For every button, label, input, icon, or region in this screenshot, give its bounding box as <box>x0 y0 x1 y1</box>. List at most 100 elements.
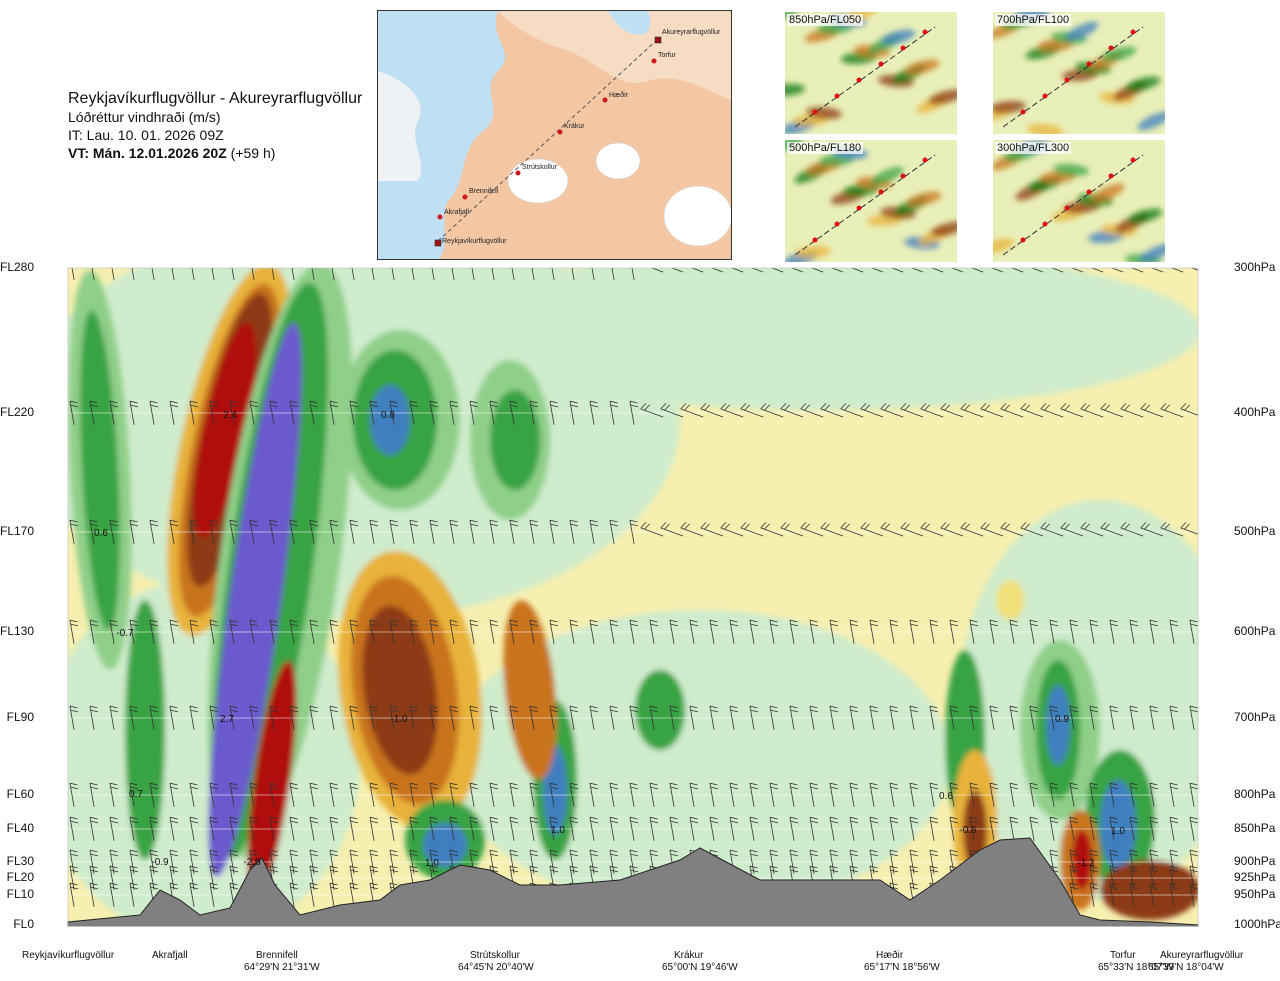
wind-barb <box>609 782 619 807</box>
route-map[interactable]: Reykjavíkurflugvöllur Akrafjall Brennifell… <box>377 10 732 260</box>
wind-barb <box>1149 619 1159 644</box>
wind-barb <box>69 882 79 907</box>
wind-barb <box>1189 705 1198 730</box>
wind-barb <box>1169 816 1179 841</box>
wind-barb <box>409 268 415 280</box>
wind-barb <box>409 619 419 644</box>
wind-barb <box>449 268 455 280</box>
wind-barb <box>800 403 824 418</box>
wind-barb <box>289 849 299 874</box>
wind-barb <box>209 816 219 841</box>
wind-barb <box>960 403 984 418</box>
wind-barb <box>969 705 979 730</box>
wind-barb <box>489 400 499 425</box>
wind-barb <box>89 816 99 841</box>
wind-barb <box>129 865 139 890</box>
wind-barb <box>549 816 559 841</box>
waypoint-label: Strútskollur 64°45'N 20°40'W <box>458 950 534 973</box>
pressure-level-label: 850hPa <box>1234 821 1276 835</box>
pressure-level-label: 400hPa <box>1234 405 1276 419</box>
wind-barb <box>469 268 475 280</box>
wind-barb <box>760 522 784 537</box>
waypoint-marker <box>602 97 608 103</box>
wind-barb <box>1089 882 1099 907</box>
flight-level-label: FL60 <box>6 787 34 801</box>
wind-barb <box>769 816 779 841</box>
wind-barb <box>169 849 179 874</box>
wind-barb <box>589 816 599 841</box>
wind-barb <box>109 882 119 907</box>
wind-barb <box>529 816 539 841</box>
wind-barb <box>1049 849 1059 874</box>
wind-barb <box>1160 403 1184 418</box>
wind-barb <box>729 619 739 644</box>
wind-barb <box>689 816 699 841</box>
wind-barb <box>89 519 99 544</box>
wind-barb <box>729 782 739 807</box>
waypoint-label: Torfur 65°33'N 18°07'W <box>1098 950 1174 973</box>
wind-barb <box>829 619 839 644</box>
wind-barb <box>660 403 684 418</box>
wind-barb <box>69 619 79 644</box>
contour-value-label: 0.8 <box>381 410 395 421</box>
wind-barb <box>369 865 379 890</box>
wind-barb <box>129 519 139 544</box>
thumbnail-850-graphic <box>785 12 957 134</box>
wind-barb <box>749 619 759 644</box>
wind-barb <box>389 705 399 730</box>
wind-barb <box>1149 816 1159 841</box>
wind-barb <box>989 816 999 841</box>
wind-barb <box>789 782 799 807</box>
wind-barb <box>469 619 479 644</box>
wind-barb <box>389 782 399 807</box>
wind-barb <box>569 816 579 841</box>
wind-barb <box>980 403 1004 418</box>
wind-barb <box>809 619 819 644</box>
thumbnail-500[interactable]: 500hPa/FL180 <box>785 140 957 262</box>
thumbnail-850[interactable]: 850hPa/FL050 <box>785 12 957 134</box>
airport-marker <box>434 239 442 247</box>
wind-barb <box>229 619 239 644</box>
wind-barb <box>569 705 579 730</box>
wind-barb <box>1129 782 1139 807</box>
wind-barb <box>1129 816 1139 841</box>
wind-barb <box>349 849 359 874</box>
wind-barb <box>369 705 379 730</box>
flight-level-label: FL40 <box>6 821 34 835</box>
wind-barb <box>909 705 919 730</box>
wind-barb <box>629 519 639 544</box>
wind-barb <box>1169 882 1179 907</box>
wind-barb <box>429 519 439 544</box>
wind-barb <box>1120 522 1144 537</box>
wind-barb <box>129 705 139 730</box>
wind-barb <box>509 268 515 280</box>
flight-level-label: FL220 <box>0 405 35 419</box>
wind-barb <box>949 816 959 841</box>
wind-barb <box>149 705 159 730</box>
wind-barb <box>109 865 119 890</box>
wind-barb <box>849 705 859 730</box>
pressure-level-label: 900hPa <box>1234 854 1276 868</box>
wind-barb <box>349 400 359 425</box>
waypoint-marker <box>462 194 468 200</box>
wind-barb <box>860 403 884 418</box>
wind-barb <box>800 522 824 537</box>
wind-barb <box>829 705 839 730</box>
wind-barb <box>69 782 79 807</box>
wind-barb <box>509 849 519 874</box>
wind-barb <box>709 705 719 730</box>
thumbnail-300[interactable]: 300hPa/FL300 <box>993 140 1165 262</box>
title-block: Reykjavíkurflugvöllur - Akureyrarflugvöl… <box>68 90 362 162</box>
contour-value-label: -0.9 <box>151 857 169 868</box>
wind-barb <box>549 782 559 807</box>
wind-barb <box>429 400 439 425</box>
wind-barb <box>929 619 939 644</box>
wind-barb <box>1129 882 1139 907</box>
thumbnail-700[interactable]: 700hPa/FL100 <box>993 12 1165 134</box>
wind-barb <box>569 619 579 644</box>
wind-barb <box>89 400 99 425</box>
wind-barb <box>1109 619 1119 644</box>
wind-barb <box>609 519 619 544</box>
wind-barb <box>920 522 944 537</box>
wind-barb <box>529 705 539 730</box>
